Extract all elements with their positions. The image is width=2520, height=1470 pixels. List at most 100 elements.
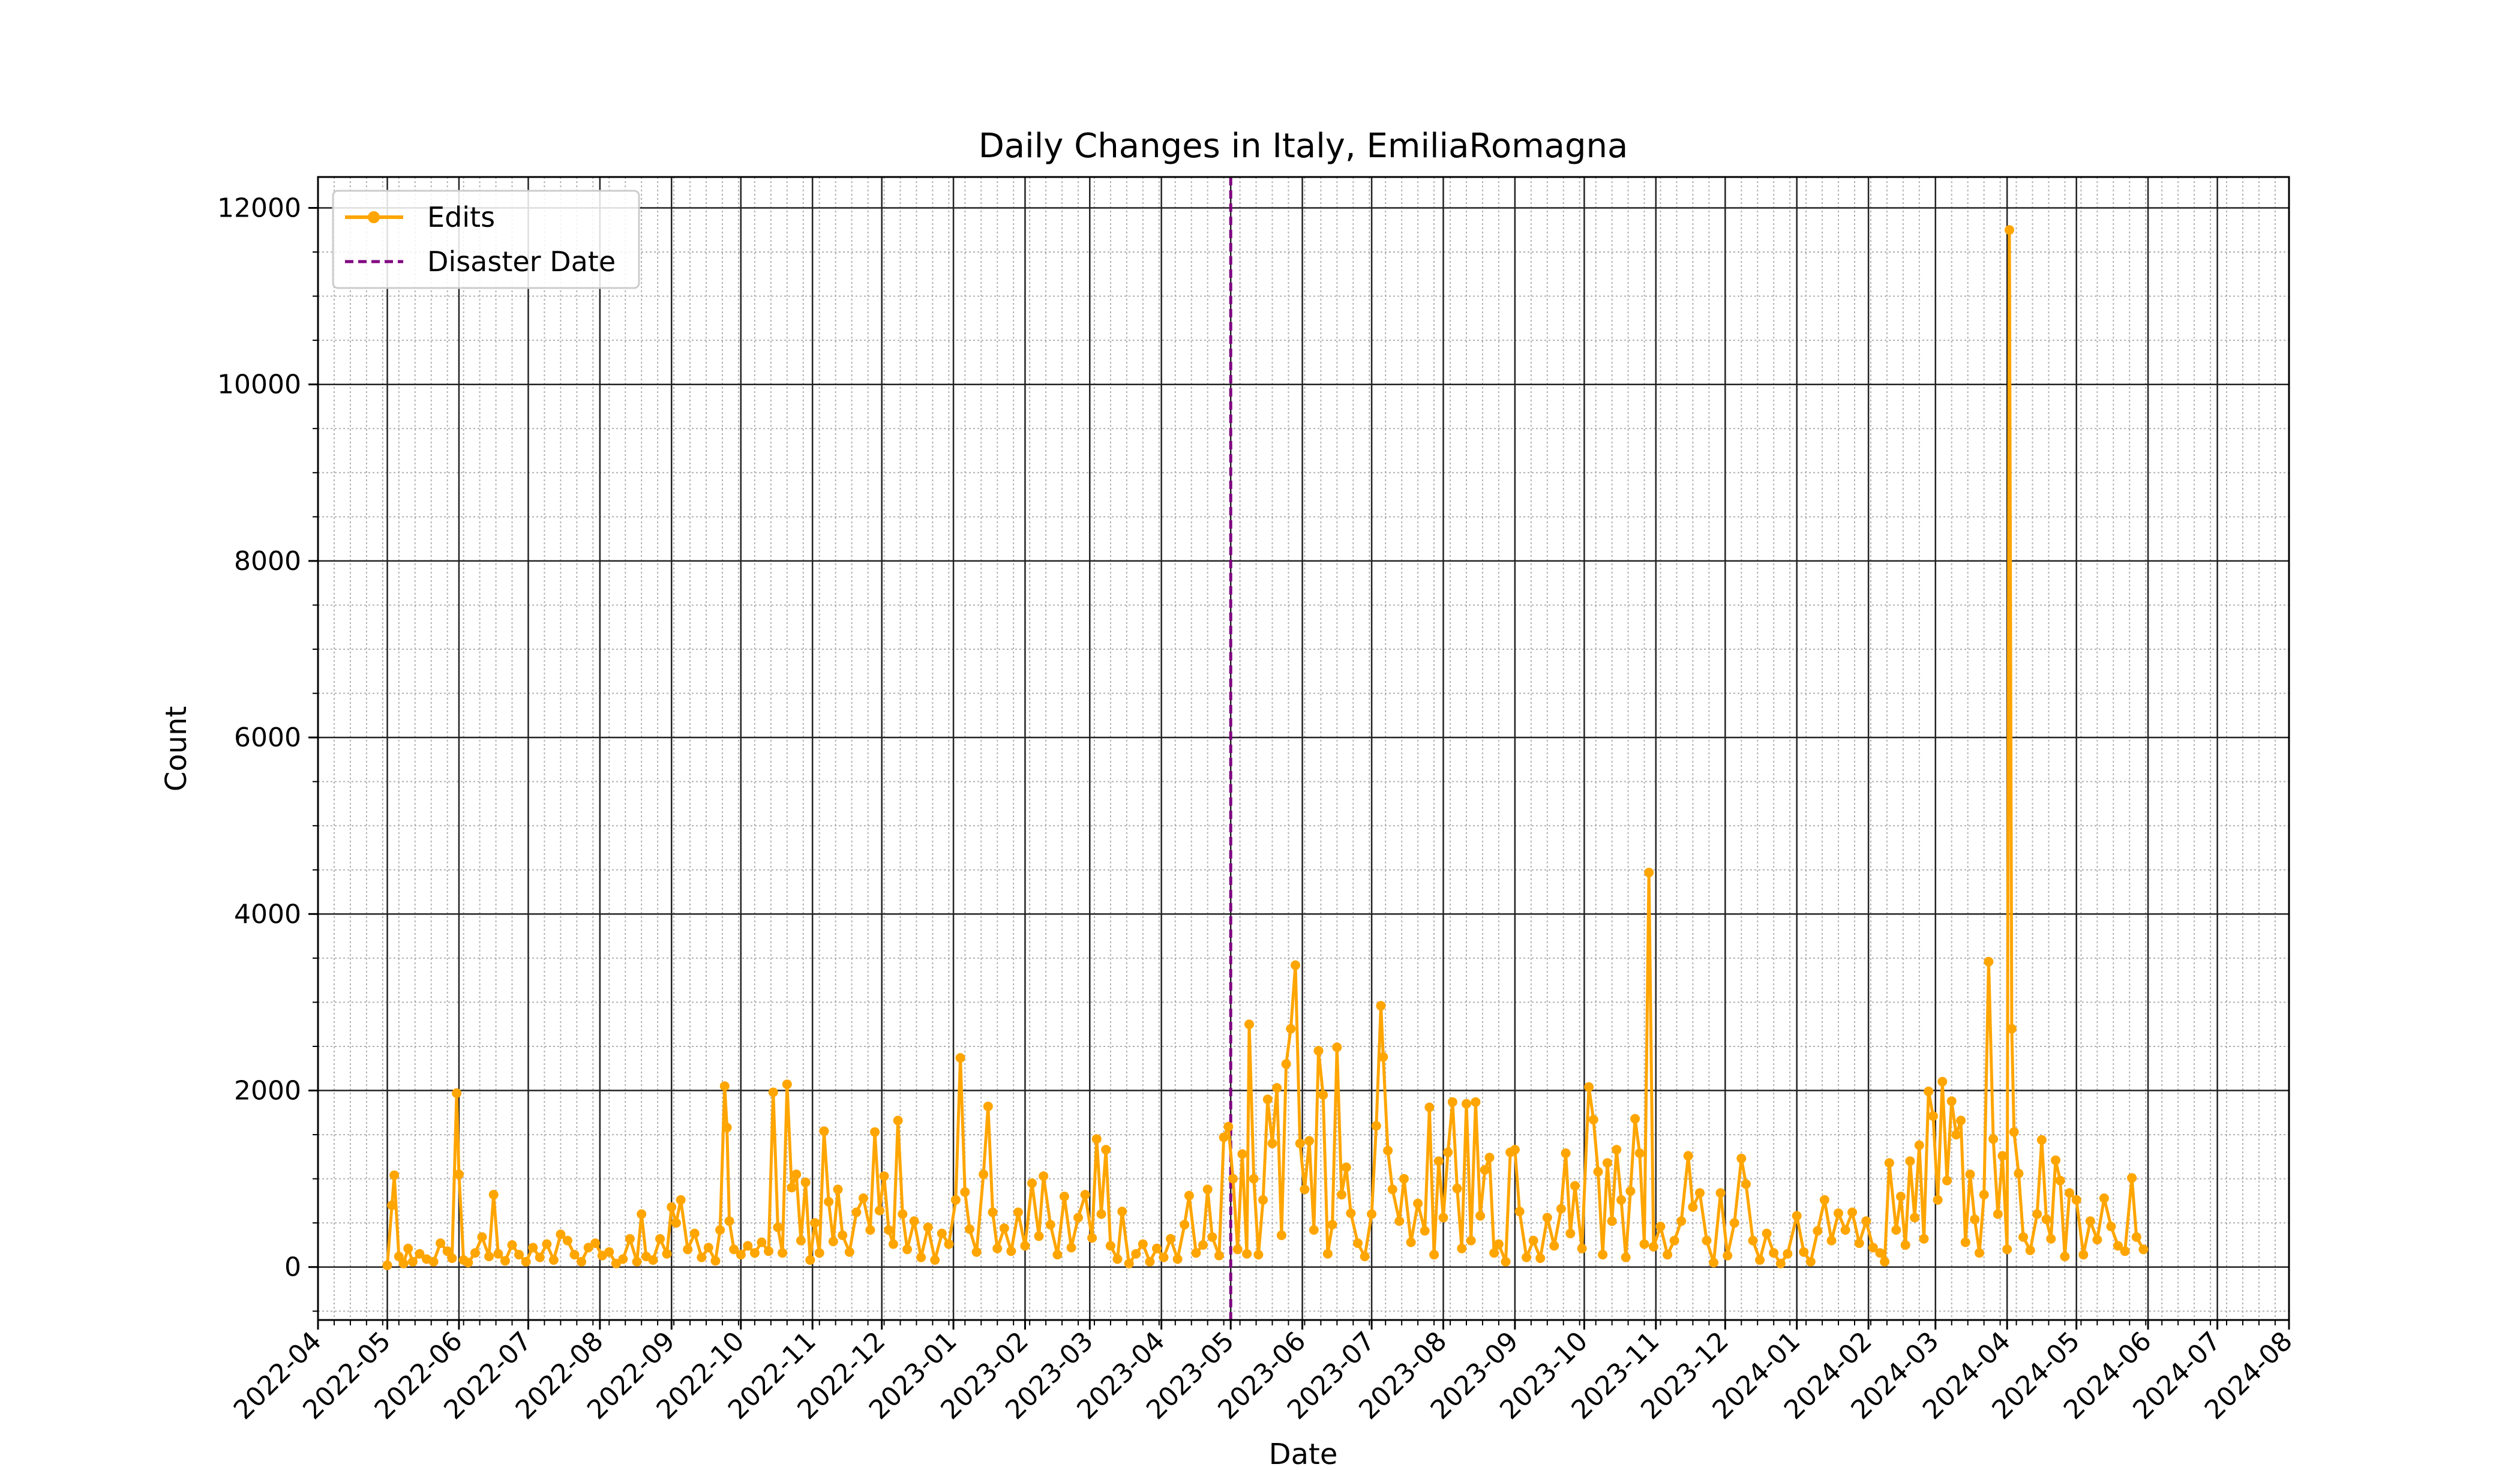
edits-point	[1304, 1136, 1315, 1146]
edits-point	[1360, 1252, 1370, 1262]
edits-point	[2099, 1193, 2109, 1203]
edits-point	[787, 1183, 797, 1193]
edits-point	[1702, 1235, 1712, 1246]
edits-point	[1101, 1145, 1111, 1155]
edits-point	[851, 1207, 862, 1217]
edits-point	[1309, 1225, 1319, 1235]
edits-series	[382, 225, 2149, 1270]
edits-point	[1577, 1243, 1587, 1253]
edits-point	[2025, 1245, 2035, 1255]
edits-point	[1433, 1156, 1444, 1166]
edits-point	[1896, 1192, 1906, 1202]
edits-point	[1341, 1162, 1351, 1172]
edits-point	[1634, 1148, 1645, 1158]
y-tick-label: 0	[284, 1252, 301, 1283]
edits-point	[1327, 1220, 1337, 1230]
edits-point	[1223, 1121, 1234, 1132]
legend-edits-marker	[368, 211, 380, 223]
edits-point	[528, 1243, 538, 1253]
edits-point	[562, 1235, 572, 1246]
edits-point	[1276, 1230, 1286, 1240]
edits-point	[1914, 1140, 1924, 1150]
edits-point	[1475, 1211, 1486, 1221]
edits-point	[1457, 1243, 1467, 1253]
edits-point	[382, 1260, 392, 1270]
edits-point	[1621, 1252, 1631, 1262]
edits-point	[960, 1187, 970, 1197]
edits-point	[1272, 1083, 1282, 1093]
edits-point	[2014, 1168, 2024, 1178]
edits-point	[865, 1225, 875, 1235]
y-tick-label: 4000	[234, 899, 301, 929]
edits-point	[1207, 1232, 1217, 1242]
edits-point	[2131, 1232, 2141, 1242]
edits-point	[1905, 1156, 1915, 1166]
edits-point	[454, 1169, 464, 1180]
edits-point	[1166, 1234, 1176, 1244]
edits-point	[428, 1256, 439, 1267]
edits-point	[2092, 1235, 2102, 1245]
edits-point	[1253, 1250, 1264, 1260]
edits-point	[1198, 1240, 1208, 1250]
edits-point	[577, 1256, 586, 1267]
edits-point	[2071, 1195, 2081, 1205]
edits-point	[893, 1115, 903, 1126]
edits-point	[950, 1195, 961, 1205]
edits-point	[1951, 1130, 1961, 1140]
edits-point	[1847, 1207, 1858, 1217]
edits-point	[888, 1239, 898, 1249]
x-axis-label: Date	[1269, 1438, 1338, 1470]
edits-point	[1669, 1235, 1679, 1246]
edits-point	[2113, 1241, 2123, 1251]
edits-point	[1145, 1256, 1155, 1267]
edits-point	[902, 1244, 912, 1255]
edits-point	[1975, 1248, 1984, 1258]
edits-point	[1286, 1024, 1296, 1034]
edits-point	[1970, 1214, 1980, 1225]
edits-point	[1625, 1186, 1636, 1196]
edits-point	[387, 1200, 397, 1210]
edits-point	[909, 1216, 919, 1226]
y-axis-label: Count	[160, 706, 193, 792]
edits-point	[514, 1250, 524, 1260]
edits-point	[1073, 1213, 1083, 1223]
edits-point	[1612, 1145, 1622, 1155]
edits-point	[715, 1225, 725, 1235]
edits-point	[1834, 1208, 1843, 1218]
edits-point	[1616, 1195, 1626, 1205]
edits-point	[1997, 1151, 2008, 1161]
edits-point	[2002, 1244, 2012, 1255]
edits-point	[447, 1253, 457, 1263]
edits-point	[625, 1234, 635, 1244]
edits-point	[394, 1252, 404, 1262]
edits-point	[2018, 1232, 2029, 1242]
edits-point	[1514, 1207, 1525, 1217]
edits-point	[1124, 1258, 1134, 1268]
edits-point	[800, 1177, 811, 1187]
edits-point	[916, 1252, 926, 1262]
edits-point	[930, 1255, 940, 1265]
edits-point	[683, 1244, 693, 1255]
edits-point	[1910, 1213, 1920, 1223]
edits-point	[1762, 1228, 1772, 1238]
edits-point	[1984, 956, 1994, 967]
edits-point	[1045, 1220, 1055, 1230]
edits-point	[1813, 1226, 1823, 1236]
edits-point	[1854, 1238, 1864, 1248]
edits-point	[937, 1228, 947, 1238]
edits-point	[1039, 1171, 1049, 1181]
legend-box	[332, 190, 640, 289]
edits-point	[805, 1255, 815, 1265]
edits-point	[1602, 1158, 1612, 1168]
edits-point	[590, 1238, 601, 1248]
edits-point	[1052, 1250, 1063, 1260]
edits-point	[1066, 1243, 1076, 1253]
edits-point	[1493, 1239, 1504, 1249]
edits-point	[1117, 1207, 1127, 1217]
edits-point	[1868, 1243, 1878, 1253]
edits-point	[2055, 1175, 2065, 1186]
edits-point	[2085, 1216, 2095, 1226]
edits-point	[1933, 1195, 1943, 1205]
edits-point	[1394, 1216, 1405, 1226]
edits-point	[1965, 1169, 1975, 1180]
